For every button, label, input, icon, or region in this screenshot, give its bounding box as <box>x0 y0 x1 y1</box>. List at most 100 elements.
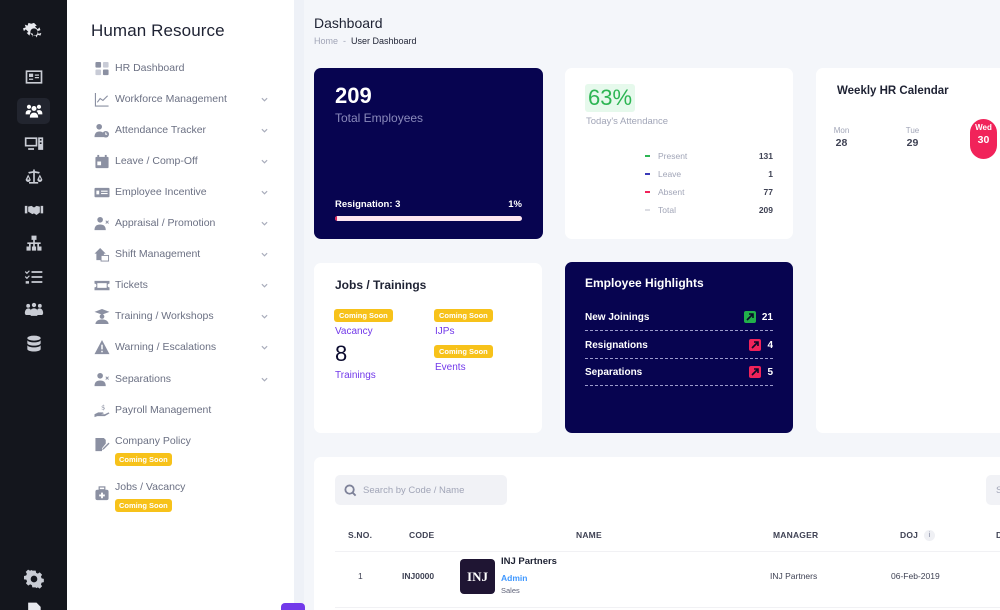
calendar-title: Weekly HR Calendar <box>837 85 949 97</box>
cell-role[interactable]: Admin <box>501 573 528 583</box>
sidebar-item-hr-dashboard[interactable]: HR Dashboard <box>93 61 269 76</box>
rail-item-settings[interactable] <box>17 566 50 592</box>
id-card-icon <box>25 70 42 84</box>
jobs-trainings-card: Jobs / Trainings Coming Soon Vacancy 8 T… <box>314 263 542 433</box>
attendance-row-value: 1 <box>768 169 773 179</box>
trainings-link[interactable]: Trainings <box>335 370 376 381</box>
highlights-title: Employee Highlights <box>585 276 704 290</box>
attendance-row-label: Leave <box>658 169 682 179</box>
secondary-search-input[interactable]: S <box>986 475 1000 505</box>
sidebar-item-label: Warning / Escalations <box>115 341 217 353</box>
column-header-manager[interactable]: MANAGER <box>773 530 819 540</box>
cell-manager: INJ Partners <box>770 571 818 581</box>
attendance-row-total: Total 209 <box>645 205 773 215</box>
rail-item-organization[interactable] <box>17 231 50 257</box>
rail-item-partners[interactable] <box>17 197 50 223</box>
rail-item-legal[interactable] <box>17 164 50 190</box>
day-date: 28 <box>835 137 848 149</box>
rail-item-tasks[interactable] <box>17 264 50 290</box>
sidebar-item-employee-incentive[interactable]: Employee Incentive <box>93 185 269 200</box>
day-name: Mon <box>833 126 850 135</box>
svg-text:$: $ <box>101 404 105 412</box>
rail-item-docs[interactable] <box>17 598 50 610</box>
highlight-value: 5 <box>767 366 773 378</box>
sidebar-item-label: HR Dashboard <box>115 62 185 74</box>
cell-name[interactable]: INJ Partners <box>501 556 557 567</box>
cell-sno: 1 <box>358 571 363 581</box>
vacancy-link[interactable]: Vacancy <box>335 326 373 337</box>
sidebar-item-warning-escalations[interactable]: Warning / Escalations <box>93 340 269 355</box>
chevron-down-icon <box>259 216 269 231</box>
sidebar-item-label: Payroll Management <box>115 404 212 416</box>
highlight-label: Separations <box>585 366 643 378</box>
highlight-row-new-joinings[interactable]: New Joinings 21 <box>585 304 773 331</box>
events-link[interactable]: Events <box>435 362 466 373</box>
sidebar-item-label: Training / Workshops <box>115 310 214 322</box>
calendar-day-mon[interactable]: Mon 28 <box>828 122 855 162</box>
total-employees-card[interactable]: 209 Total Employees Resignation: 3 1% <box>314 68 543 239</box>
breadcrumb-home-link[interactable]: Home <box>314 36 339 46</box>
rail-item-hr[interactable] <box>17 98 50 124</box>
coming-soon-badge: Coming Soon <box>434 345 493 358</box>
info-icon[interactable]: i <box>924 530 936 542</box>
column-header-label: DOJ <box>900 530 919 540</box>
sidebar-item-separations[interactable]: Separations <box>93 372 269 387</box>
sidebar-item-label: Shift Management <box>115 248 201 260</box>
search-icon <box>344 483 357 496</box>
trend-up-icon <box>749 339 762 351</box>
sidebar-toggle-button[interactable] <box>281 603 305 610</box>
app-logo[interactable] <box>17 19 50 45</box>
attendance-percent: 63% <box>585 84 636 112</box>
cell-department: Sales <box>501 586 520 595</box>
sidebar-item-company-policy[interactable]: Company Policy Coming Soon <box>93 434 269 467</box>
chevron-down-icon <box>259 278 269 293</box>
calendar-day-tue[interactable]: Tue 29 <box>899 122 926 162</box>
warning-icon <box>93 340 110 355</box>
rail-item-assets[interactable] <box>17 131 50 157</box>
sidebar-item-payroll-management[interactable]: $ Payroll Management <box>93 403 269 418</box>
column-header-name[interactable]: NAME <box>576 530 602 540</box>
sidebar-item-label: Workforce Management <box>115 93 227 105</box>
employee-search[interactable] <box>335 475 507 505</box>
sidebar-item-workforce-management[interactable]: Workforce Management <box>93 92 269 107</box>
rail-item-teams[interactable] <box>17 297 50 323</box>
sidebar-item-label: Tickets <box>115 279 148 291</box>
column-header-doj[interactable]: DOJ i <box>900 530 936 542</box>
sidebar-item-jobs-vacancy[interactable]: Jobs / Vacancy Coming Soon <box>93 480 269 513</box>
attendance-label: Today's Attendance <box>586 116 669 127</box>
employee-highlights-card: Employee Highlights New Joinings 21 Resi… <box>565 262 793 433</box>
day-date: 30 <box>977 134 990 146</box>
column-header-d[interactable]: D <box>996 530 1000 540</box>
coming-soon-badge: Coming Soon <box>434 309 493 322</box>
rail-item-profile[interactable] <box>17 64 50 90</box>
legend-dash <box>645 191 650 193</box>
breadcrumb-current: User Dashboard <box>351 36 417 46</box>
attendance-row-absent: Absent 77 <box>645 187 773 197</box>
team-icon <box>24 302 43 316</box>
column-header-code[interactable]: CODE <box>409 530 435 540</box>
sidebar-item-training-workshops[interactable]: Training / Workshops <box>93 309 269 324</box>
sidebar-item-appraisal-promotion[interactable]: Appraisal / Promotion <box>93 216 269 231</box>
attendance-row-present: Present 131 <box>645 151 773 161</box>
highlight-value: 4 <box>767 339 773 351</box>
trend-up-icon <box>743 311 756 323</box>
sidebar-item-leave-comp-off[interactable]: Leave / Comp-Off <box>93 154 269 169</box>
ijps-link[interactable]: IJPs <box>435 326 455 337</box>
jobs-trainings-title: Jobs / Trainings <box>335 278 427 292</box>
sidebar-item-label: Attendance Tracker <box>115 124 207 136</box>
calendar-day-wed-today[interactable]: Wed 30 <box>970 119 997 159</box>
sidebar-item-attendance-tracker[interactable]: Attendance Tracker <box>93 123 269 138</box>
rail-item-data[interactable] <box>17 331 50 357</box>
column-header-sno[interactable]: S.NO. <box>348 530 373 540</box>
employee-search-input[interactable] <box>363 484 493 496</box>
sidebar-item-tickets[interactable]: Tickets <box>93 278 269 293</box>
table-row-divider <box>335 607 1000 608</box>
highlight-row-separations[interactable]: Separations 5 <box>585 359 773 386</box>
attendance-card[interactable]: 63% Today's Attendance Present 131 Leave… <box>565 68 793 239</box>
sidebar-gutter <box>294 0 304 610</box>
attendance-row-label: Present <box>658 151 688 161</box>
sidebar-item-label: Separations <box>115 373 172 385</box>
highlight-row-resignations[interactable]: Resignations 4 <box>585 332 773 359</box>
sidebar-item-shift-management[interactable]: Shift Management <box>93 247 269 262</box>
chevron-down-icon <box>259 154 269 169</box>
